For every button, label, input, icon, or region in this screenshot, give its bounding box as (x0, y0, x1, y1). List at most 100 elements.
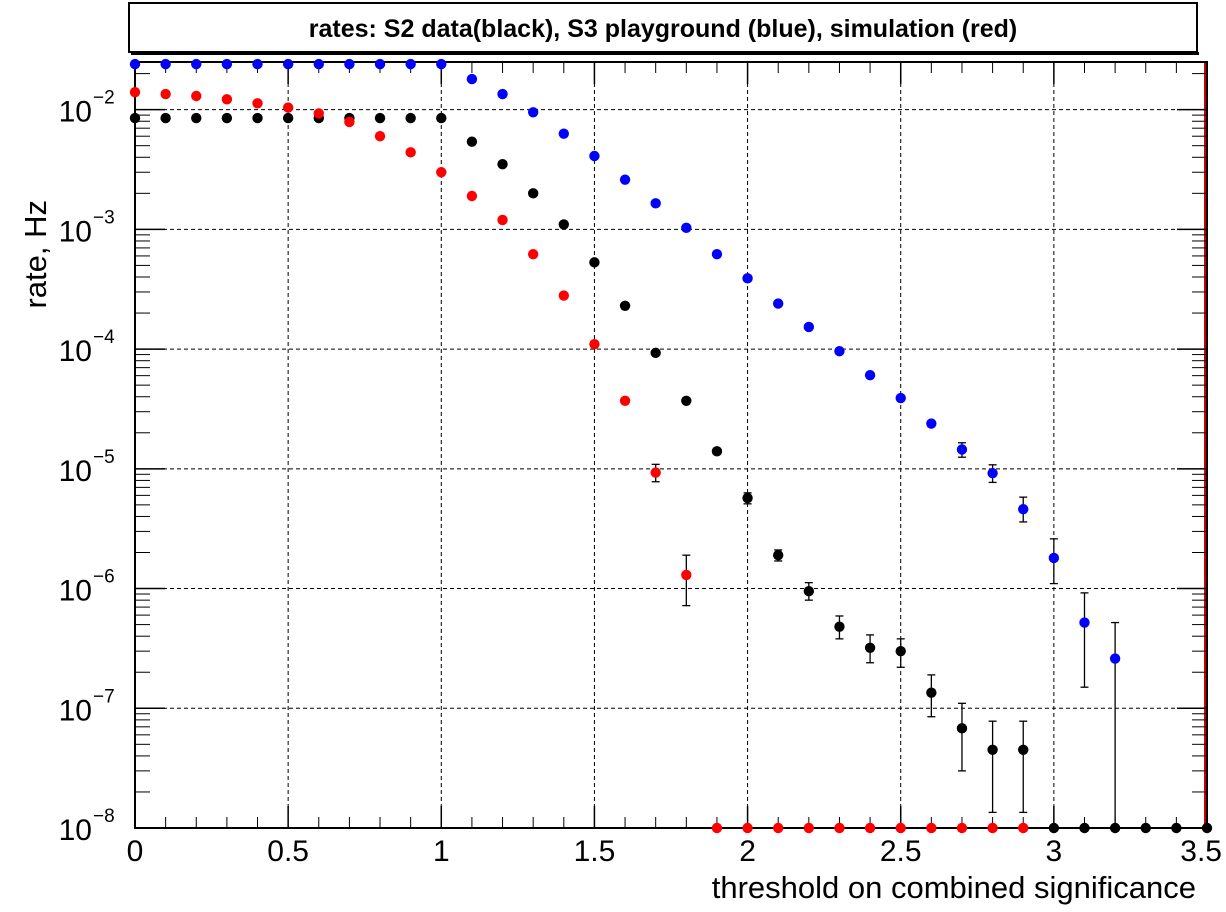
data-point-blue (987, 467, 998, 479)
x-tick-label: 3 (1046, 835, 1063, 868)
y-tick-exponent: −2 (93, 88, 115, 109)
data-point-black (252, 112, 263, 124)
data-point-red (252, 98, 263, 109)
title-box: rates: S2 data(black), S3 playground (bl… (128, 2, 1199, 55)
data-point-blue (742, 273, 753, 284)
data-point-black (191, 112, 202, 124)
grid (135, 62, 1207, 828)
data-point-blue (619, 174, 631, 185)
data-point-red (497, 214, 508, 226)
data-point-blue (466, 73, 478, 85)
data-point-blue (558, 128, 569, 139)
data-point-blue (926, 418, 937, 429)
y-tick-label: 10 −4 (59, 327, 115, 368)
axis-ticks (134, 62, 1208, 829)
data-point-blue (221, 58, 233, 70)
x-tick-label: 2.5 (880, 835, 922, 868)
data-point-blue (374, 58, 386, 70)
data-point-red (160, 88, 171, 100)
y-tick-exponent: −8 (93, 806, 115, 827)
y-tick-label: 10 −7 (59, 686, 115, 727)
y-tick-base: 10 (59, 575, 92, 608)
data-point-blue (681, 222, 692, 234)
data-point-red (527, 249, 539, 260)
data-point-blue (895, 392, 906, 404)
x-tick-label: 3.5 (1180, 835, 1222, 868)
y-tick-exponent: −4 (93, 327, 115, 348)
x-tick-label: 0.5 (267, 835, 309, 868)
y-tick-exponent: −7 (93, 686, 115, 707)
y-tick-label: 10 −2 (59, 88, 115, 129)
data-point-black (160, 112, 171, 124)
data-point-red (282, 102, 294, 113)
data-point-blue (773, 298, 784, 309)
data-point-red (864, 822, 876, 834)
data-point-blue (497, 88, 508, 100)
data-point-blue (344, 58, 355, 70)
plot-frame (134, 61, 1208, 829)
data-point-red (895, 822, 906, 834)
data-point-black (558, 219, 569, 230)
title-frame (128, 2, 1198, 53)
data-point-black (1018, 744, 1029, 755)
data-point-red (405, 147, 416, 158)
x-tick-label: 1 (433, 835, 450, 868)
data-point-blue (405, 58, 416, 70)
data-points (129, 58, 1213, 834)
data-point-red (344, 116, 355, 128)
data-point-blue (650, 198, 661, 209)
data-point-black (895, 645, 906, 657)
data-point-black (650, 347, 661, 359)
x-tick-label: 1.5 (574, 835, 616, 868)
y-tick-exponent: −6 (93, 567, 115, 588)
y-tick-base: 10 (59, 335, 92, 368)
y-tick-base: 10 (59, 694, 92, 727)
data-point-black (374, 112, 386, 124)
y-tick-exponent: −3 (93, 207, 115, 228)
y-tick-label: 10 −8 (59, 806, 115, 847)
data-point-blue (834, 346, 845, 357)
data-point-black (773, 549, 784, 561)
y-tick-labels: 10−810−710−610−510−410−310−2 (59, 88, 115, 847)
series-black (129, 112, 1213, 834)
x-axis-label: threshold on combined significance (712, 870, 1196, 905)
data-point-blue (1109, 653, 1121, 664)
data-point-black (405, 112, 416, 124)
data-point-black (1048, 822, 1060, 834)
data-point-black (1140, 822, 1151, 834)
y-tick-label: 10 −6 (59, 567, 115, 608)
data-point-black (221, 112, 233, 124)
data-point-red (1018, 822, 1029, 834)
data-point-blue (711, 249, 723, 260)
data-point-red (711, 822, 723, 834)
data-point-black (282, 112, 294, 124)
series-red (129, 86, 1029, 834)
data-point-black (956, 723, 968, 734)
data-point-blue (803, 321, 815, 333)
data-point-red (650, 467, 661, 478)
data-point-red (619, 395, 631, 406)
data-point-red (436, 167, 447, 178)
data-point-red (834, 822, 845, 834)
data-point-red (466, 190, 478, 202)
data-point-blue (313, 58, 324, 70)
y-axis-label: rate, Hz (18, 200, 53, 309)
x-tick-label: 2 (739, 835, 756, 868)
y-tick-base: 10 (59, 215, 92, 248)
y-tick-label: 10 −3 (59, 207, 115, 248)
data-point-black (436, 112, 447, 124)
data-point-blue (252, 58, 263, 70)
data-point-red (129, 86, 141, 98)
data-point-black (1171, 822, 1182, 834)
data-point-red (773, 822, 784, 834)
data-point-red (681, 569, 692, 581)
data-point-red (956, 822, 968, 834)
data-point-black (619, 300, 631, 311)
data-point-red (926, 822, 937, 834)
data-point-blue (956, 444, 968, 455)
data-point-black (987, 744, 998, 755)
data-point-blue (589, 150, 600, 162)
data-point-blue (282, 58, 294, 70)
